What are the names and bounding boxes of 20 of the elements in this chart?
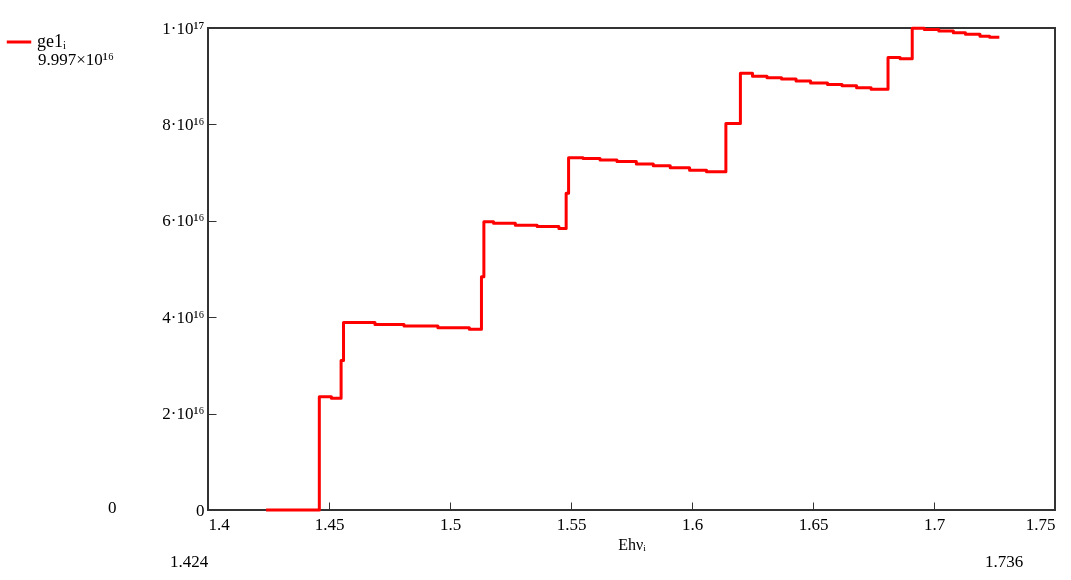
x-tick-label: 1.55	[556, 514, 587, 534]
x-tick-label: 1.6	[681, 514, 704, 534]
y-tick-label: 0	[196, 500, 205, 520]
y-tick-label: 6·10¹⁶	[162, 211, 205, 231]
text: 9.997×10¹⁶	[38, 50, 114, 70]
text: 1.424	[170, 552, 209, 572]
text: 1.736	[985, 552, 1024, 572]
x-tick-label: 1.45	[314, 514, 345, 534]
legend-label: ge1ᵢ	[37, 31, 66, 51]
x-tick-label: 1.75	[1025, 514, 1056, 534]
x-tick-label: 1.7	[923, 514, 946, 534]
x-tick-label: 1.65	[798, 514, 829, 534]
x-tick-label: 1.5	[439, 514, 462, 534]
x-tick-label: 1.4	[208, 514, 231, 534]
text: 0	[108, 498, 117, 518]
y-tick-label: 4·10¹⁶	[162, 307, 205, 327]
x-axis-title: Ehνᵢ	[618, 535, 647, 553]
y-tick-label: 1·10¹⁷	[162, 18, 205, 38]
y-tick-label: 8·10¹⁶	[162, 114, 205, 134]
y-tick-label: 2·10¹⁶	[162, 404, 205, 424]
